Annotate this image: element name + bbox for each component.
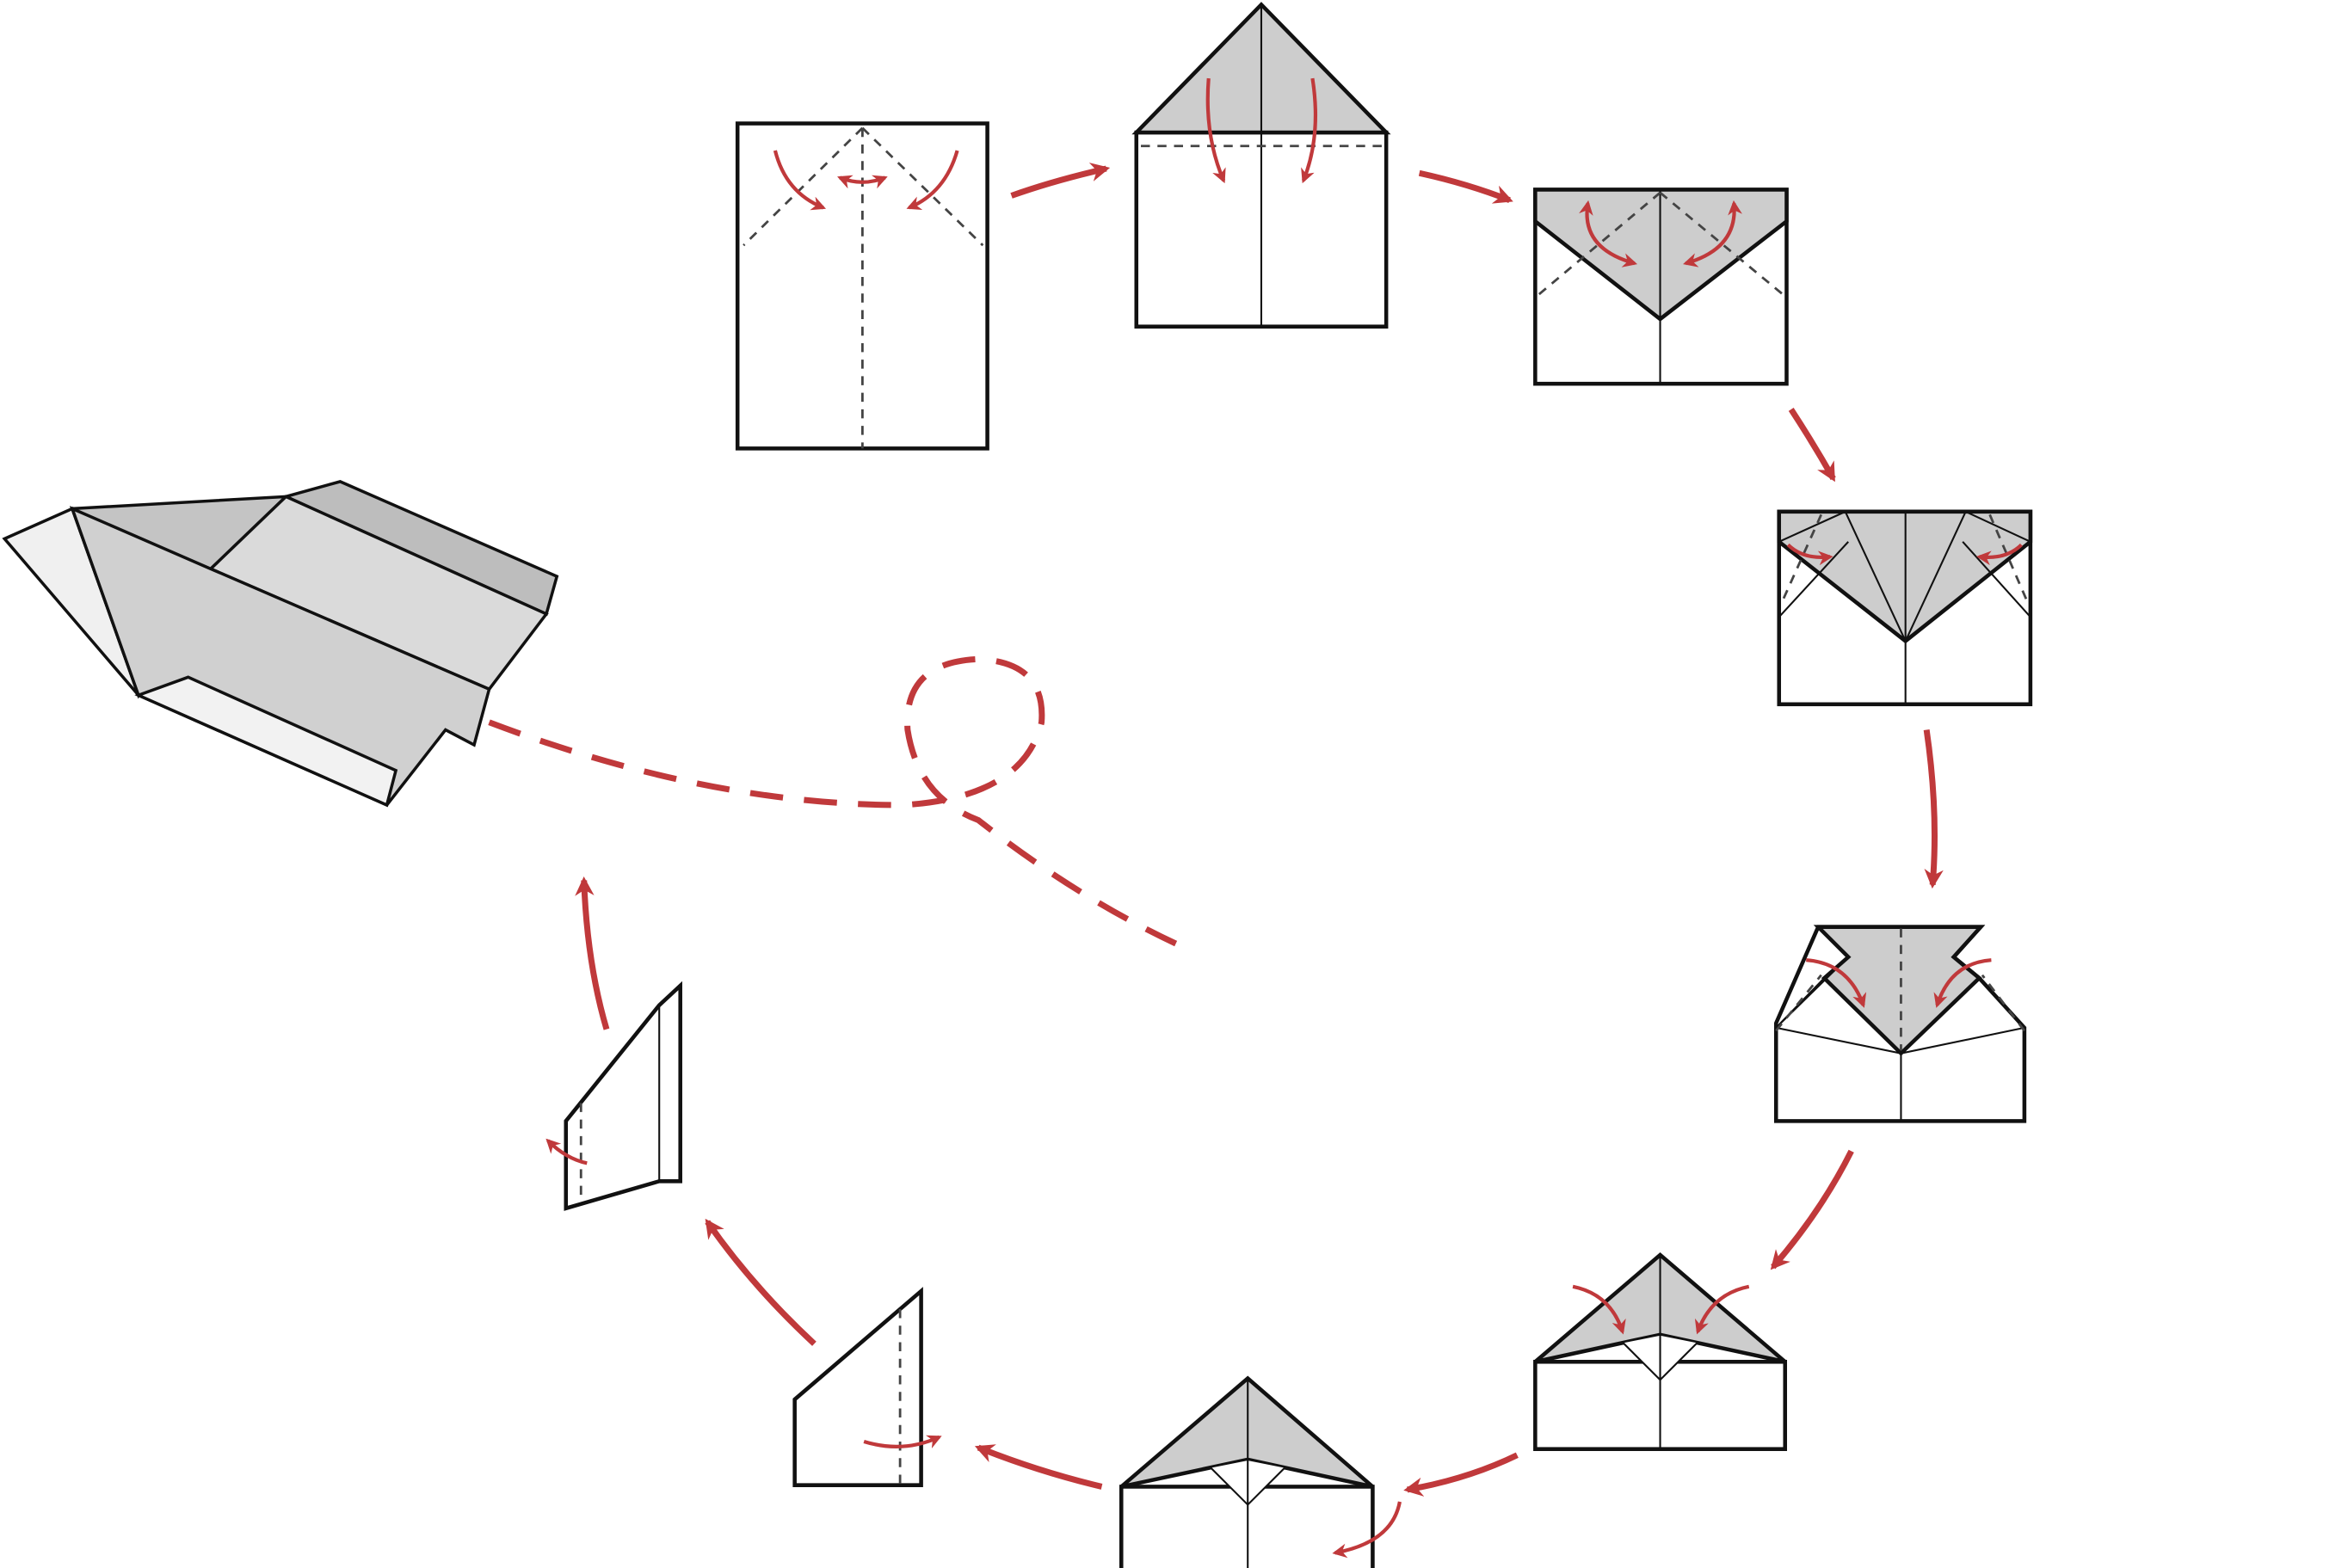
step-1: [735, 121, 989, 451]
step-9: [545, 981, 682, 1211]
step-5: [1773, 925, 2027, 1123]
step-6: [1533, 1252, 1788, 1451]
paper-airplane: [2, 480, 559, 808]
step-8: [792, 1287, 942, 1487]
step-arrows: [575, 163, 1944, 1497]
step-7: [1119, 1375, 1402, 1568]
step-2: [1131, 2, 1391, 329]
flight-path: [488, 655, 1193, 954]
step-3: [1533, 188, 1789, 386]
step-4: [1777, 509, 2033, 707]
